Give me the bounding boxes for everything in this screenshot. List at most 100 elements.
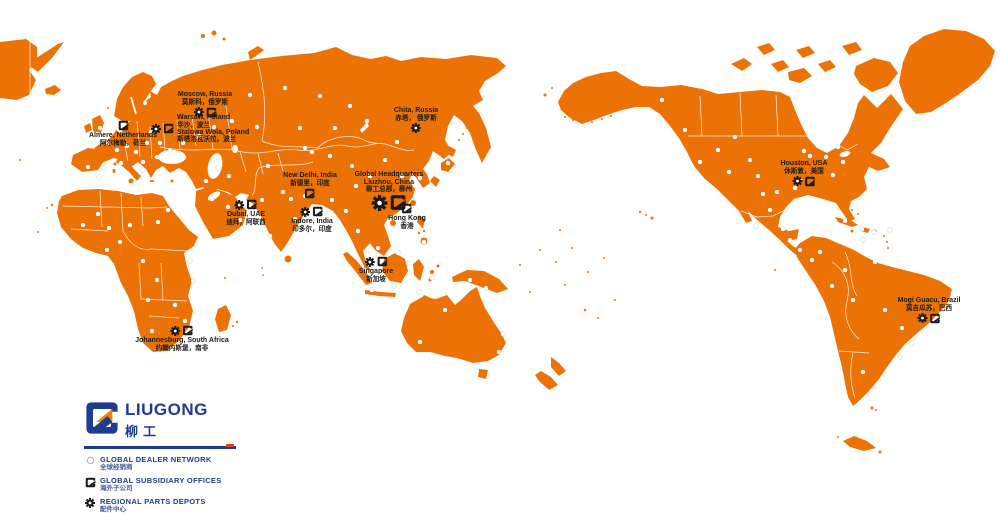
map-marker-moscow: Moscow, Russia 莫斯科，俄罗斯 bbox=[178, 91, 232, 118]
marker-label: 新德里，印度 bbox=[290, 179, 330, 187]
dealer-dot bbox=[255, 219, 261, 225]
logo-row: LIUGONG 柳工 bbox=[84, 400, 274, 440]
dealer-dot bbox=[842, 267, 848, 273]
dealer-dot bbox=[124, 143, 130, 149]
dealer-dot bbox=[887, 227, 893, 233]
marker-labels: Almere, Netherlands 阿尔梅勒，荷兰 bbox=[89, 132, 157, 147]
dealer-dot bbox=[467, 277, 473, 283]
marker-label: 华沙，波兰 bbox=[177, 121, 210, 129]
dealer-dot bbox=[760, 191, 766, 197]
marker-labels: Global Headquarters Liuzhou, China 柳工总部，柳州 bbox=[355, 171, 424, 193]
map-marker-chita: Chita, Russia 赤塔， 俄罗斯 bbox=[394, 107, 438, 133]
logo-wordmark: LIUGONG bbox=[125, 400, 208, 419]
country-borders bbox=[29, 42, 870, 399]
marker-label: Johannesburg, South Africa bbox=[135, 337, 229, 344]
dealer-dot bbox=[850, 297, 856, 303]
gear-icon bbox=[411, 123, 421, 133]
marker-label: Dubai, UAE bbox=[226, 211, 266, 218]
liugong-mark-icon bbox=[929, 313, 940, 324]
marker-labels: Dubai, UAE 迪拜，阿联酋 bbox=[226, 211, 266, 226]
gear-icon bbox=[301, 207, 311, 217]
dealer-dot bbox=[101, 165, 107, 171]
logo-wordmark-zh: 柳工 bbox=[125, 424, 162, 439]
gear-icon bbox=[364, 257, 374, 267]
map-legend: GLOBAL DEALER NETWORK 全球经销商 GLOBAL SUBSI… bbox=[84, 455, 274, 515]
dealer-dot bbox=[117, 239, 123, 245]
dealer-dot bbox=[682, 127, 688, 133]
marker-icon-row bbox=[305, 188, 316, 199]
dealer-dot bbox=[395, 250, 401, 256]
dealer-dot bbox=[801, 148, 807, 154]
legend-label: GLOBAL DEALER NETWORK bbox=[100, 454, 212, 464]
dealer-dot bbox=[367, 173, 373, 179]
marker-label: Almere, Netherlands bbox=[88, 132, 158, 139]
dealer-dot bbox=[860, 369, 866, 375]
dealer-dot bbox=[767, 207, 773, 213]
dealer-dot bbox=[871, 229, 877, 235]
liugong-mark-icon bbox=[182, 325, 193, 336]
dealer-dot bbox=[180, 140, 186, 146]
map-marker-warsaw-stalowa-wola: Warsaw, Poland 华沙，波兰 Stalowa Wola, Poland 斯… bbox=[151, 114, 249, 143]
dealer-dot bbox=[282, 85, 288, 91]
dealer-dot bbox=[140, 167, 146, 173]
liugong-mark-icon bbox=[118, 120, 129, 131]
dealer-dot bbox=[899, 325, 905, 331]
legend-label-zh: 海外子公司 bbox=[100, 484, 133, 492]
marker-label: 休斯敦，美国 bbox=[784, 167, 824, 175]
liugong-logo-icon bbox=[86, 402, 118, 434]
dealer-dot bbox=[797, 247, 803, 253]
dealer-dot bbox=[267, 233, 273, 239]
dealer-dot bbox=[732, 134, 738, 140]
dealer-dot bbox=[332, 125, 338, 131]
dealer-dot bbox=[809, 257, 815, 263]
map-marker-almere: Almere, Netherlands 阿尔梅勒，荷兰 bbox=[89, 120, 157, 147]
dealer-dot bbox=[659, 97, 665, 103]
marker-label: 赤塔， 俄罗斯 bbox=[395, 114, 437, 122]
divider-tick bbox=[226, 444, 234, 447]
dealer-dot bbox=[118, 160, 124, 166]
gear-icon bbox=[917, 313, 927, 323]
legend-item-subsidiary-offices: GLOBAL SUBSIDIARY OFFICES 海外子公司 bbox=[84, 476, 274, 493]
legend-item-parts-depots: REGIONAL PARTS DEPOTS 配件中心 bbox=[84, 497, 274, 514]
dealer-dot-icon bbox=[84, 456, 96, 465]
marker-label: New Delhi, India bbox=[283, 172, 337, 179]
marker-label: Hong Kong bbox=[388, 215, 426, 222]
dealer-dot bbox=[297, 125, 303, 131]
marker-label: 新加坡 bbox=[366, 275, 386, 283]
marker-icon-row bbox=[301, 206, 324, 217]
map-marker-johannesburg: Johannesburg, South Africa 约翰内斯堡，南非 bbox=[135, 325, 229, 352]
marker-labels: Chita, Russia 赤塔， 俄罗斯 bbox=[394, 107, 438, 122]
dealer-dot bbox=[909, 340, 915, 346]
dealer-dot bbox=[106, 225, 112, 231]
dealer-dot bbox=[897, 354, 903, 360]
map-marker-houston: Houston, USA 休斯敦，美国 bbox=[780, 160, 828, 187]
dealer-dot bbox=[830, 172, 836, 178]
marker-labels: New Delhi, India 新德里，印度 bbox=[283, 172, 337, 187]
dealer-dot bbox=[382, 157, 388, 163]
gear-icon bbox=[235, 200, 245, 210]
dealer-dot bbox=[405, 260, 411, 266]
dealer-dot bbox=[755, 173, 761, 179]
dealer-dot bbox=[835, 144, 841, 150]
dealer-dot bbox=[154, 277, 160, 283]
liugong-mark-icon bbox=[163, 123, 174, 134]
dealer-dot bbox=[391, 283, 397, 289]
dealer-dot bbox=[829, 283, 835, 289]
marker-label: Mogi Guacu, Brazil bbox=[897, 297, 961, 304]
marker-label: 莫斯科，俄罗斯 bbox=[181, 98, 229, 106]
brand-divider bbox=[84, 444, 236, 449]
dealer-dot bbox=[247, 92, 253, 98]
gear-icon bbox=[793, 176, 803, 186]
marker-label: Singapore bbox=[358, 268, 394, 275]
dealer-dot bbox=[483, 285, 489, 291]
dealer-dot bbox=[288, 196, 294, 202]
marker-icon-row bbox=[235, 199, 258, 210]
islands bbox=[19, 30, 889, 454]
liugong-mark-icon bbox=[376, 256, 387, 267]
inland-seas bbox=[130, 96, 851, 201]
liugong-mark-icon bbox=[805, 176, 816, 187]
liugong-mark-icon bbox=[247, 199, 258, 210]
dealer-dot bbox=[421, 239, 427, 245]
dealer-dot bbox=[105, 140, 111, 146]
